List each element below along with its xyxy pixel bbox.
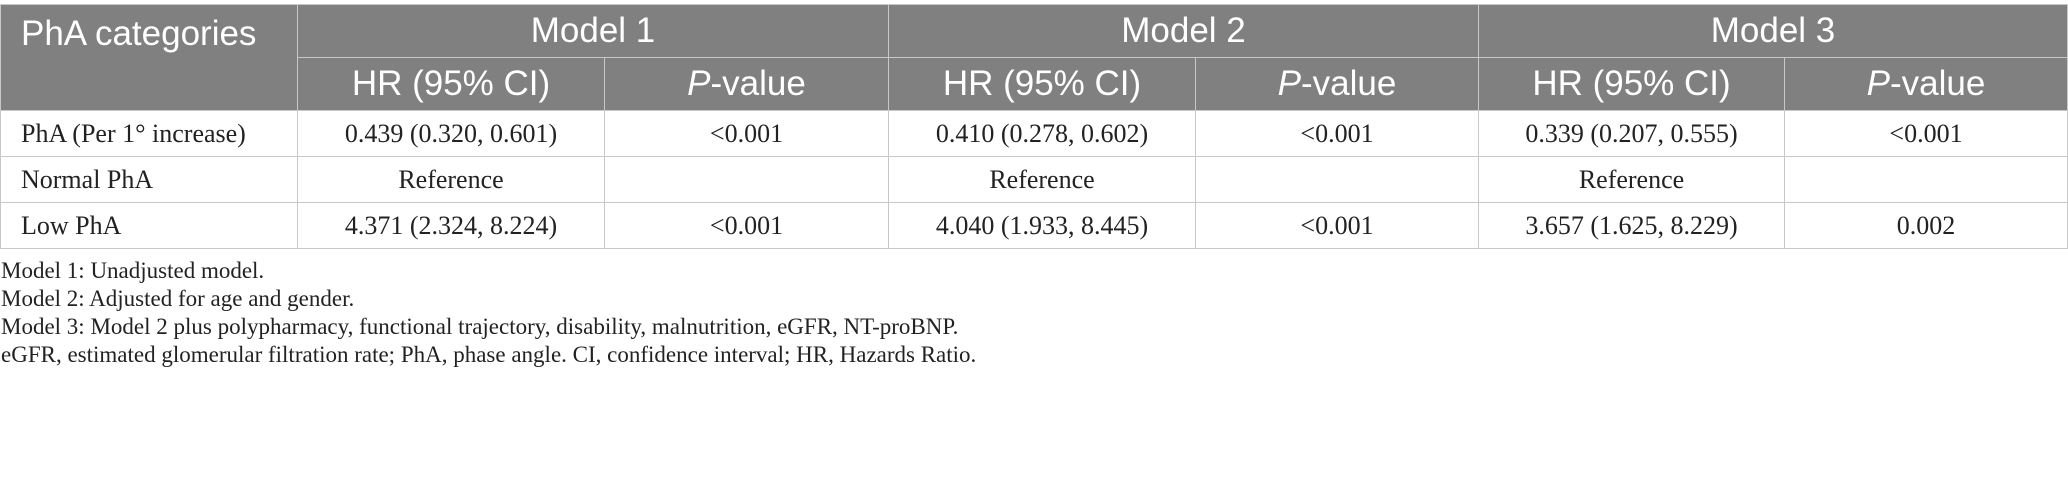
group-header-model-1: Model 1 [297,4,889,58]
p-italic: P [1277,64,1302,103]
row-label: Normal PhA [0,156,298,203]
subheader-p-value: P-value [604,57,889,111]
table-cell: <0.001 [1195,110,1479,157]
table-cell: 0.410 (0.278, 0.602) [888,110,1196,157]
table-cell: 4.040 (1.933, 8.445) [888,202,1196,249]
table-cell [1195,156,1479,203]
header-row-groups: PhA categories Model 1 Model 2 Model 3 [0,4,2068,111]
p-rest: -value [1890,64,1986,103]
table-row: PhA (Per 1° increase) 0.439 (0.320, 0.60… [0,110,2068,157]
table-cell [1784,156,2068,203]
table-cell: <0.001 [1784,110,2068,157]
table-cell: 4.371 (2.324, 8.224) [297,202,605,249]
p-rest: -value [710,64,806,103]
table-row: Normal PhA Reference Reference Reference [0,156,2068,203]
footnote-model-2: Model 2: Adjusted for age and gender. [1,286,355,311]
subheader-p-value: P-value [1195,57,1479,111]
row-label: Low PhA [0,202,298,249]
header-row-subheaders: HR (95% CI) P-value HR (95% CI) P-value … [1,57,2068,111]
subheader-p-value: P-value [1784,57,2068,111]
table-cell: Reference [888,156,1196,203]
footnote-model-3: Model 3: Model 2 plus polypharmacy, func… [1,314,959,339]
table-cell: Reference [1478,156,1785,203]
row-header-pha-categories: PhA categories [0,4,298,111]
footnote-model-1: Model 1: Unadjusted model. [1,258,265,283]
p-italic: P [1866,64,1891,103]
table-cell: <0.001 [604,110,889,157]
table-footnotes: Model 1: Unadjusted model. Model 2: Adju… [1,257,976,369]
subheader-hr: HR (95% CI) [888,57,1196,111]
table-cell: <0.001 [1195,202,1479,249]
table-cell: Reference [297,156,605,203]
footnote-abbreviations: eGFR, estimated glomerular filtration ra… [1,342,977,367]
group-header-model-2: Model 2 [888,4,1479,58]
row-label: PhA (Per 1° increase) [0,110,298,157]
subheader-hr: HR (95% CI) [1478,57,1785,111]
subheader-hr: HR (95% CI) [297,57,605,111]
results-table: PhA categories Model 1 Model 2 Model 3 H… [0,4,2068,249]
table-cell: <0.001 [604,202,889,249]
p-rest: -value [1301,64,1397,103]
table-cell: 0.339 (0.207, 0.555) [1478,110,1785,157]
p-italic: P [687,64,711,103]
table-row: Low PhA 4.371 (2.324, 8.224) <0.001 4.04… [0,202,2068,249]
group-header-model-3: Model 3 [1478,4,2068,58]
table-cell [604,156,889,203]
table-cell: 0.002 [1784,202,2068,249]
table-cell: 0.439 (0.320, 0.601) [297,110,605,157]
table-cell: 3.657 (1.625, 8.229) [1478,202,1785,249]
